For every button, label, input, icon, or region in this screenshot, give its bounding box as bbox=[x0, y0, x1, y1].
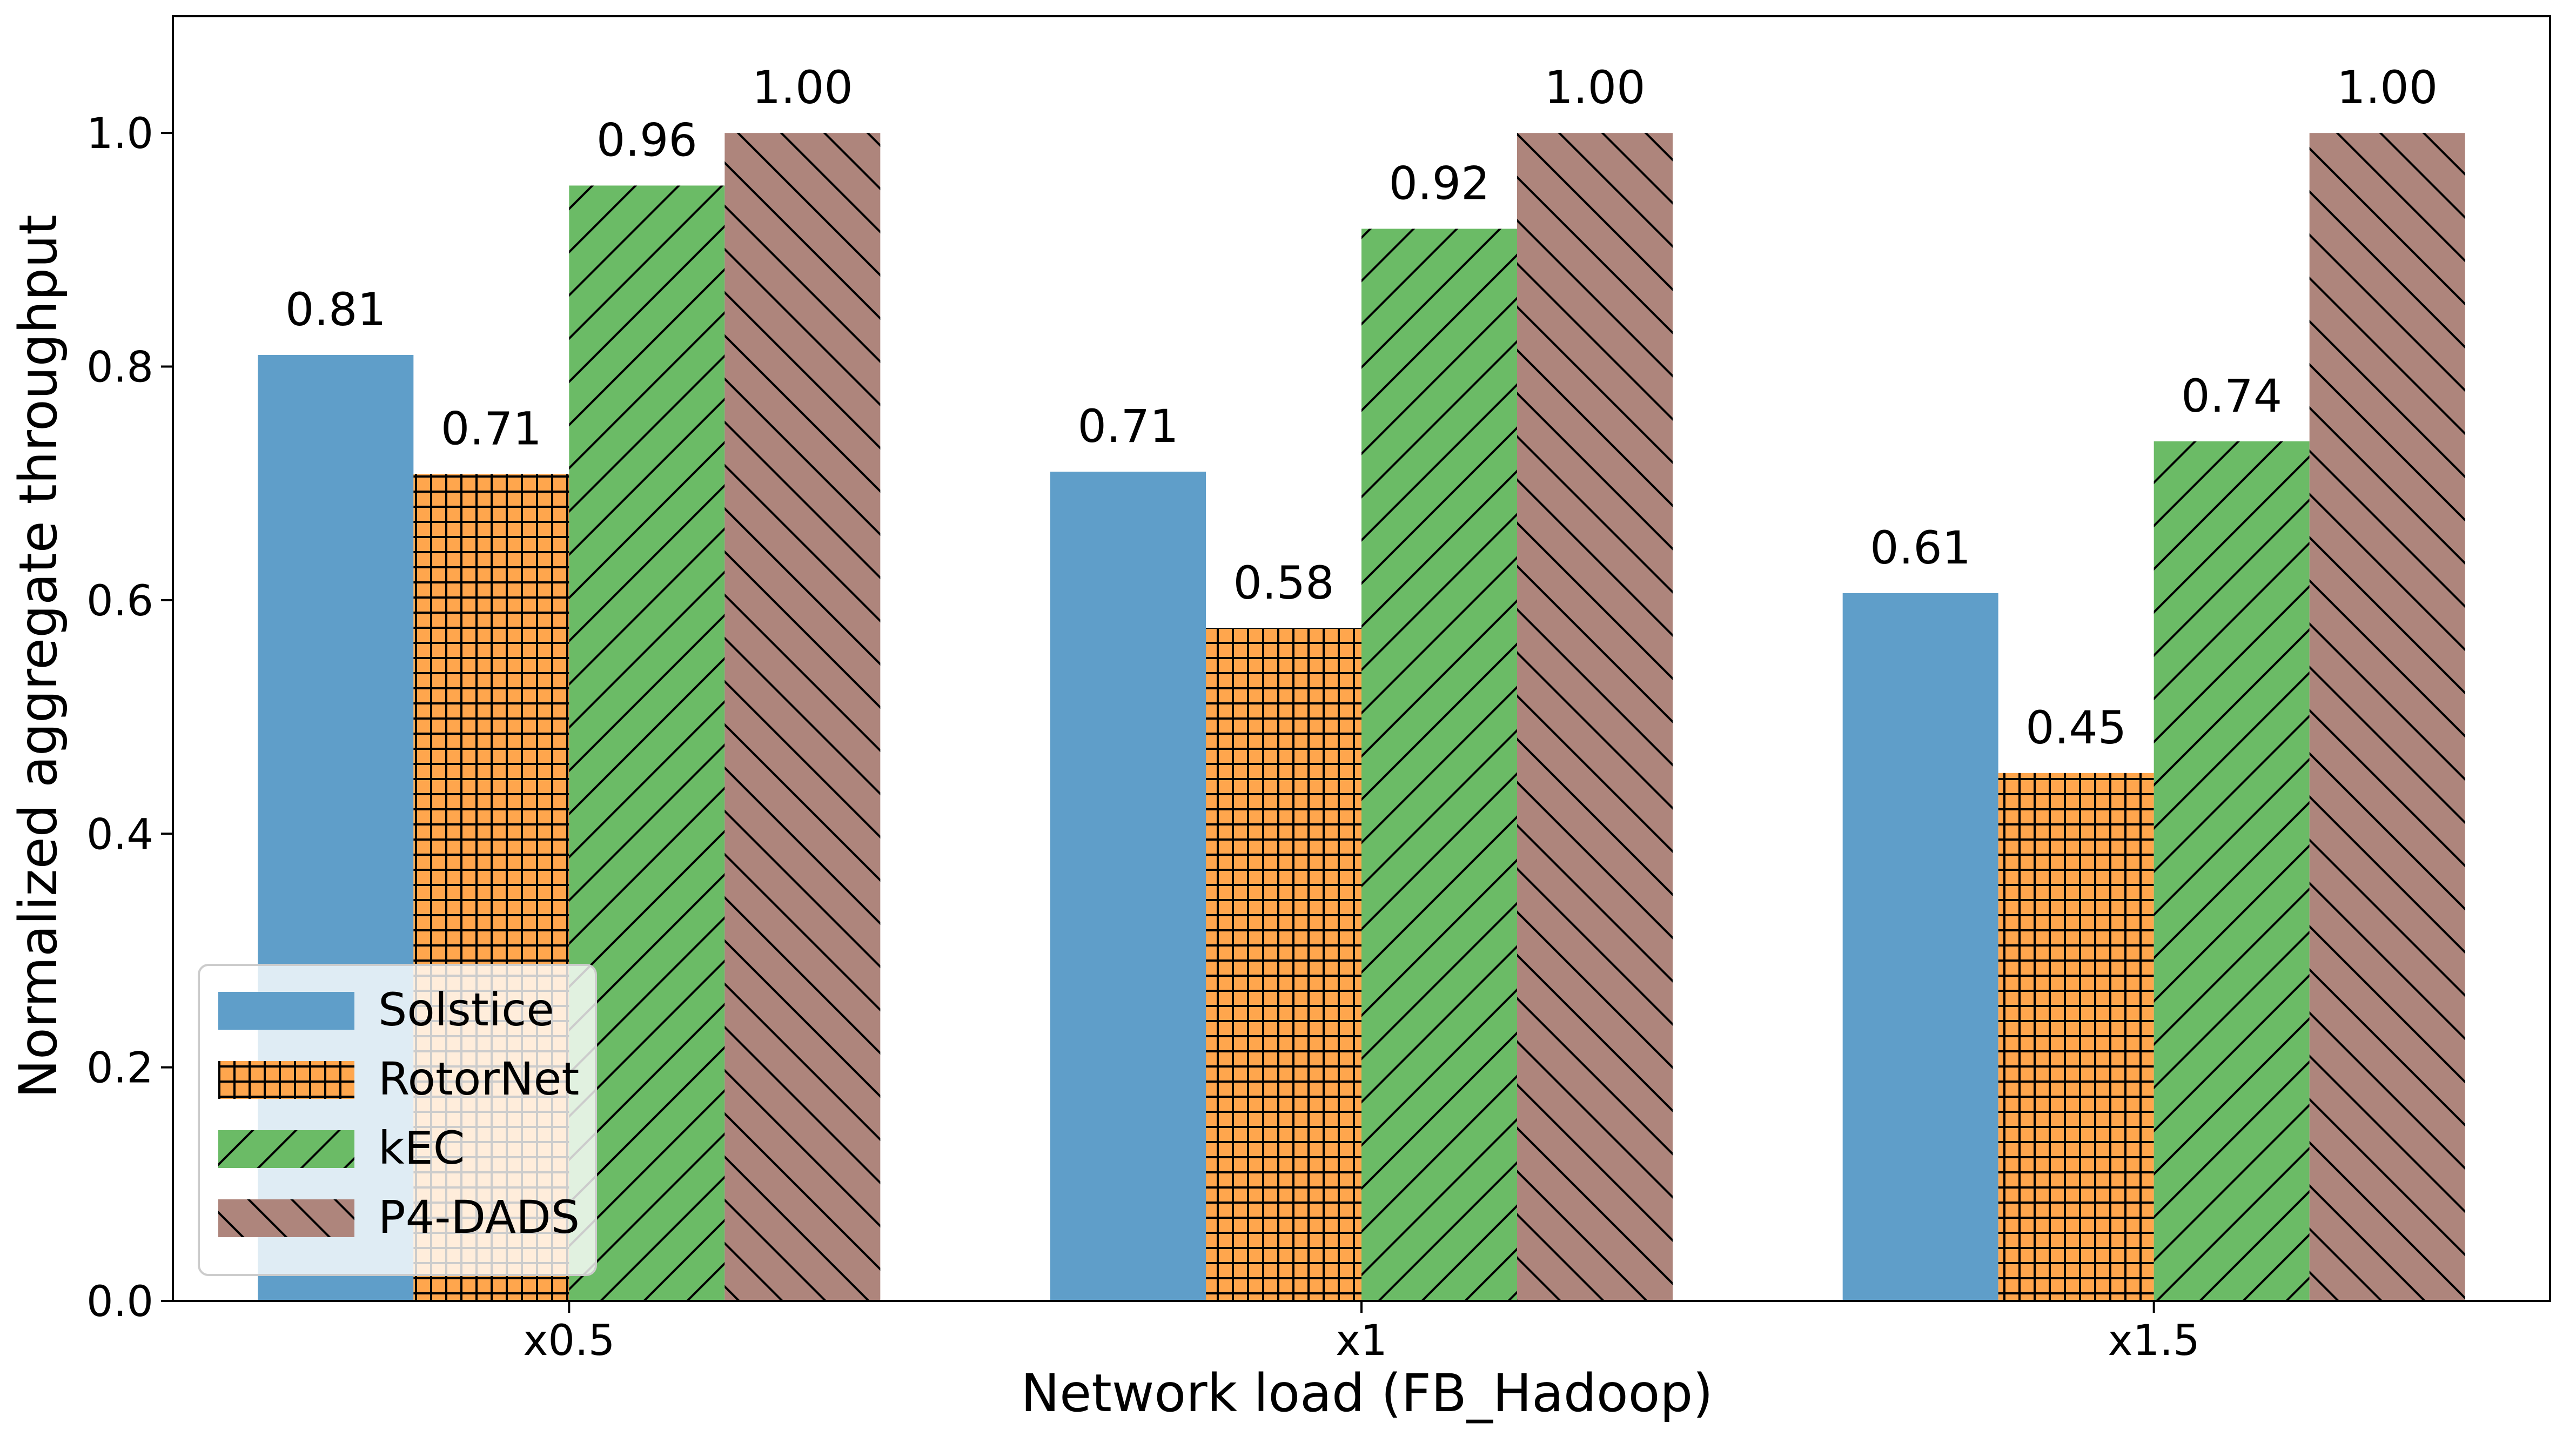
data-label-p4-dads-x1.5: 1.00 bbox=[2337, 61, 2438, 114]
data-label-solstice-x1: 0.71 bbox=[1077, 400, 1178, 453]
bar-hatch-rotornet-x1.5 bbox=[1998, 773, 2154, 1301]
data-label-p4-dads-x1: 1.00 bbox=[1544, 61, 1645, 114]
legend-label-solstice: Solstice bbox=[378, 983, 554, 1036]
bar-hatch-p4-dads-x1.5 bbox=[2309, 133, 2465, 1301]
legend-swatch-solstice bbox=[218, 992, 354, 1030]
y-tick-label: 1.0 bbox=[86, 110, 153, 158]
x-tick-label: x0.5 bbox=[523, 1317, 615, 1365]
legend-label-rotornet: RotorNet bbox=[378, 1052, 579, 1105]
legend-box bbox=[198, 964, 597, 1276]
x-tick-label: x1.5 bbox=[2108, 1317, 2200, 1365]
data-label-solstice-x0.5: 0.81 bbox=[285, 283, 386, 336]
bar-hatch-kec-x1.5 bbox=[2154, 441, 2310, 1301]
legend-label-kec: kEC bbox=[378, 1122, 465, 1174]
legend-swatch-hatch bbox=[218, 1199, 354, 1237]
data-label-rotornet-x0.5: 0.71 bbox=[441, 402, 542, 455]
data-labels-layer: 0.81 0.71 0.96 1.00 0.71 0.58 0.92 1.00 0.61 0.45… bbox=[285, 61, 2438, 754]
axes-layer: x0.5 x1 x1.5 0.0 0.2 0.4 0.6 0.8 1.0 bbox=[86, 15, 2551, 1365]
data-label-solstice-x1.5: 0.61 bbox=[1870, 521, 1971, 574]
y-tick-label: 0.0 bbox=[86, 1278, 153, 1326]
data-label-rotornet-x1.5: 0.45 bbox=[2025, 701, 2126, 754]
bar-hatch-p4-dads-x0.5 bbox=[725, 133, 881, 1301]
data-label-rotornet-x1: 0.58 bbox=[1233, 556, 1334, 609]
bar-solstice-x1.5 bbox=[1842, 593, 1998, 1301]
bar-hatch-p4-dads-x1 bbox=[1517, 133, 1673, 1301]
y-tick-label: 0.2 bbox=[86, 1044, 153, 1093]
bars-layer bbox=[258, 133, 2465, 1301]
data-label-p4-dads-x0.5: 1.00 bbox=[752, 61, 853, 114]
data-label-kec-x0.5: 0.96 bbox=[596, 113, 697, 166]
bar-solstice-x1 bbox=[1050, 472, 1206, 1301]
legend-swatch-hatch bbox=[218, 1130, 354, 1168]
plot-frame bbox=[172, 15, 2551, 1302]
legend: Solstice RotorNet kEC P4-DADS bbox=[198, 964, 597, 1276]
bar-hatch-rotornet-x1 bbox=[1206, 628, 1361, 1301]
legend-label-p4-dads: P4-DADS bbox=[378, 1191, 580, 1244]
x-tick-label: x1 bbox=[1336, 1317, 1387, 1365]
x-axis-title: Network load (FB_Hadoop) bbox=[1021, 1363, 1713, 1424]
y-tick-label: 0.8 bbox=[86, 344, 153, 392]
y-tick-label: 0.4 bbox=[86, 810, 153, 859]
data-label-kec-x1: 0.92 bbox=[1388, 157, 1490, 210]
legend-swatch-hatch bbox=[218, 1061, 354, 1099]
y-tick-label: 0.6 bbox=[86, 577, 153, 626]
data-label-kec-x1.5: 0.74 bbox=[2181, 370, 2282, 422]
bar-hatch-kec-x1 bbox=[1361, 229, 1517, 1301]
y-axis-title: Normalized aggregate throughput bbox=[8, 214, 69, 1098]
